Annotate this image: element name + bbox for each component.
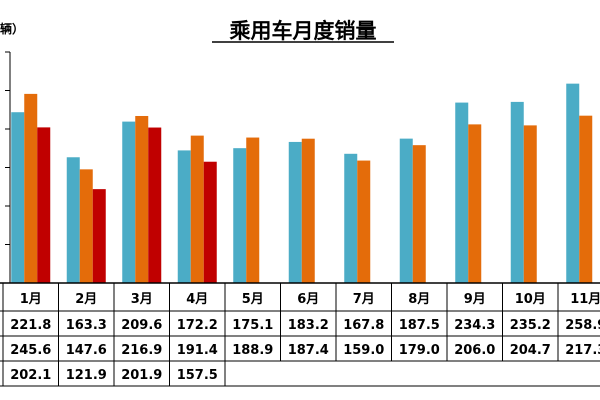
bar-10月-series-2 [523, 125, 537, 283]
category-label: 5月 [242, 292, 264, 307]
bar-11月-series-1 [566, 83, 580, 283]
table-cell: 217.3 [565, 343, 600, 358]
bar-7月-series-1 [344, 153, 358, 283]
bar-9月-series-1 [455, 102, 469, 284]
table-cell: 179.0 [399, 343, 440, 358]
bar-5月-series-1 [233, 148, 247, 283]
category-label: 1月 [20, 292, 42, 307]
bar-3月-series-2 [135, 115, 149, 283]
category-label: 11月 [570, 292, 600, 307]
bar-9月-series-2 [468, 124, 482, 283]
table-cell: 147.6 [66, 343, 107, 358]
bar-4月-series-3 [203, 161, 217, 283]
bar-11月-series-2 [579, 115, 593, 283]
bar-8月-series-2 [412, 145, 426, 283]
bar-10月-series-1 [510, 101, 524, 284]
category-label: 10月 [515, 292, 546, 307]
table-cell: 163.3 [66, 318, 107, 333]
table-cell: 188.9 [232, 343, 273, 358]
category-label: 9月 [464, 292, 486, 307]
bar-2月-series-1 [66, 157, 80, 283]
table-cell: 121.9 [66, 368, 107, 383]
bar-8月-series-1 [399, 138, 413, 283]
table-cell: 167.8 [343, 318, 384, 333]
category-label: 8月 [408, 292, 430, 307]
chart-title: 乘用车月度销量 [229, 19, 377, 43]
table-cell: 175.1 [232, 318, 273, 333]
table-cell: 245.6 [10, 343, 51, 358]
table-cell: 234.3 [454, 318, 495, 333]
table-cell: 187.4 [288, 343, 329, 358]
bar-6月-series-2 [301, 138, 315, 283]
table-cell: 258.9 [565, 318, 600, 333]
table-cell: 204.7 [510, 343, 551, 358]
category-label: 6月 [297, 292, 319, 307]
table-cell: 183.2 [288, 318, 329, 333]
bar-1月-series-1 [11, 112, 25, 284]
data-table: 1月 2月 3月 4月 5月 6月 7月 8月 9月 10月 11月 221.8 163.3 209.6 1… [0, 282, 600, 387]
bar-1月-series-2 [24, 93, 38, 283]
bar-marks [11, 83, 593, 284]
table-cell: 235.2 [510, 318, 551, 333]
table-cell: 216.9 [121, 343, 162, 358]
bar-7月-series-2 [357, 160, 371, 283]
table-cell: 172.2 [177, 318, 218, 333]
table-cell: 206.0 [454, 343, 495, 358]
category-label: 3月 [131, 292, 153, 307]
bar-6月-series-1 [288, 141, 302, 283]
table-cell: 221.8 [10, 318, 51, 333]
bar-4月-series-1 [177, 150, 191, 283]
table-cell: 201.9 [121, 368, 162, 383]
bar-4月-series-2 [190, 135, 204, 283]
table-cell: 159.0 [343, 343, 384, 358]
bar-3月-series-1 [122, 121, 136, 283]
bar-1月-series-3 [37, 127, 51, 284]
y-axis [5, 51, 11, 284]
table-cell: 191.4 [177, 343, 218, 358]
category-label: 4月 [186, 292, 208, 307]
table-cell: 202.1 [10, 368, 51, 383]
table-cell: 187.5 [399, 318, 440, 333]
table-cell: 209.6 [121, 318, 162, 333]
table-cell: 157.5 [177, 368, 218, 383]
bar-2月-series-2 [79, 169, 93, 283]
bar-3月-series-3 [148, 127, 162, 283]
category-label: 2月 [75, 292, 97, 307]
unit-label: 辆） [0, 21, 24, 36]
category-label: 7月 [353, 292, 375, 307]
bar-2月-series-3 [92, 189, 106, 283]
bar-5月-series-2 [246, 137, 260, 283]
